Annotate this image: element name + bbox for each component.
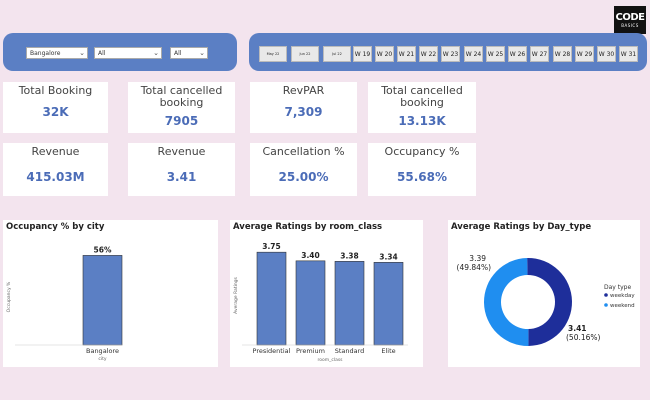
kpi-revenue-2: Revenue 3.41: [128, 143, 235, 196]
tick-label: Presidential: [253, 347, 291, 355]
chevron-down-icon: ⌄: [199, 49, 205, 57]
slice-pct-weekend: (49.84%): [457, 263, 492, 272]
week-button[interactable]: W 24: [464, 46, 483, 62]
tick-label: Standard: [335, 347, 365, 355]
week-button[interactable]: W 23: [441, 46, 460, 62]
kpi-label: Revenue: [31, 145, 80, 158]
kpi-label: Total cancelled booking: [381, 84, 463, 109]
logo-sub-text: BASICS: [621, 22, 639, 28]
slice-value-weekend: 3.39: [469, 254, 486, 263]
chevron-down-icon: ⌄: [153, 49, 159, 57]
legend-entry: weekend: [610, 303, 635, 309]
week-button[interactable]: W 20: [375, 46, 394, 62]
kpi-label: Total cancelled booking: [140, 84, 223, 109]
tick-label: Premium: [296, 347, 325, 355]
bar: [82, 255, 123, 346]
filter2-dropdown-value: All: [98, 49, 106, 57]
kpi-value: 7,309: [284, 105, 323, 119]
kpi-value: 7905: [164, 114, 199, 128]
x-axis-label: room_class: [317, 357, 343, 363]
kpi-label: Revenue: [157, 145, 206, 158]
filter3-dropdown-value: All: [174, 49, 182, 57]
city-dropdown-value: Bangalore: [30, 49, 61, 57]
ratings-by-room-class-chart: 3.75 Presidential 3.40 Premium 3.38 Standard 3…: [233, 242, 408, 363]
tick-label: Bangalore: [86, 347, 119, 355]
week-button[interactable]: W 25: [486, 46, 505, 62]
week-button[interactable]: W 26: [508, 46, 527, 62]
chart-title: Average Ratings by room_class: [233, 222, 383, 232]
data-label: 3.75: [262, 242, 281, 251]
week-button[interactable]: W 29: [575, 46, 594, 62]
slice-pct-weekday: (50.16%): [566, 333, 601, 342]
kpi-label: Cancellation %: [262, 145, 345, 158]
tick-label: Elite: [381, 347, 395, 355]
donut-slice-weekend: [483, 258, 529, 346]
bar: [334, 261, 365, 346]
kpi-occupancy-pct: Occupancy % 55.68%: [368, 143, 476, 196]
week-button[interactable]: W 19: [353, 46, 372, 62]
chart-title: Occupancy % by city: [6, 222, 105, 232]
bar: [256, 251, 287, 346]
kpi-label: RevPAR: [282, 84, 325, 97]
codebasics-logo: CODE BASICS: [614, 6, 646, 34]
week-button[interactable]: W 30: [597, 46, 616, 62]
week-button[interactable]: W 22: [419, 46, 438, 62]
kpi-revenue: Revenue 415.03M: [3, 143, 108, 196]
kpi-total-cancelled-booking: Total cancelled booking 7905: [128, 82, 235, 133]
legend-marker: [604, 293, 608, 297]
y-axis-label: Average Ratings: [233, 276, 239, 313]
slice-value-weekday: 3.41: [568, 324, 587, 333]
month-button[interactable]: May 22: [259, 46, 287, 62]
kpi-value: 25.00%: [278, 170, 329, 184]
week-button[interactable]: W 31: [619, 46, 638, 62]
legend-title: Day type: [604, 284, 631, 291]
data-label: 3.38: [340, 251, 359, 260]
kpi-label: Occupancy %: [384, 145, 460, 158]
ratings-by-room-class-panel: Average Ratings by room_class 3.75 Presid…: [230, 220, 423, 367]
month-button[interactable]: Jun 22: [291, 46, 319, 62]
ratings-by-day-type-chart: 3.41(50.16%) 3.39(49.84%) Day type weekday w…: [457, 254, 635, 346]
kpi-label: Total Booking: [18, 84, 93, 97]
data-label: 3.34: [379, 252, 398, 261]
data-label: 3.40: [301, 251, 320, 260]
kpi-value: 3.41: [166, 170, 197, 184]
month-button[interactable]: Jul 22: [323, 46, 351, 62]
legend-marker: [604, 303, 608, 307]
ratings-by-day-type-panel: Average Ratings by Day_type 3.41 (50.16%)…: [448, 220, 640, 367]
kpi-revpar: RevPAR 7,309: [250, 82, 357, 133]
week-button[interactable]: W 21: [397, 46, 416, 62]
kpi-cancellation-pct: Cancellation % 25.00%: [250, 143, 357, 196]
data-label: 56%: [94, 245, 112, 254]
x-axis-label: city: [98, 356, 106, 362]
kpi-value: 13.13K: [398, 114, 446, 128]
chart-title: Average Ratings by Day_type: [451, 222, 592, 232]
legend-entry: weekday: [610, 293, 635, 299]
kpi-value: 415.03M: [26, 170, 85, 184]
week-button[interactable]: W 28: [553, 46, 572, 62]
city-dropdown[interactable]: Bangalore ⌄: [26, 47, 88, 59]
donut-slice-weekday: [527, 258, 572, 346]
kpi-total-cancelled-booking-2: Total cancelled booking 13.13K: [368, 82, 476, 133]
kpi-value: 32K: [42, 105, 69, 119]
filter2-dropdown[interactable]: All ⌄: [94, 47, 162, 59]
occupancy-by-city-panel: Occupancy % by city 56% Bangalore city Occu…: [3, 220, 218, 367]
bar: [295, 260, 326, 346]
y-axis-label: Occupancy %: [6, 281, 12, 312]
kpi-value: 55.68%: [397, 170, 447, 184]
chevron-down-icon: ⌄: [79, 49, 85, 57]
filter3-dropdown[interactable]: All ⌄: [170, 47, 208, 59]
week-button[interactable]: W 27: [530, 46, 549, 62]
kpi-total-booking: Total Booking 32K: [3, 82, 108, 133]
logo-main-text: CODE: [615, 11, 645, 23]
bar: [373, 262, 404, 346]
